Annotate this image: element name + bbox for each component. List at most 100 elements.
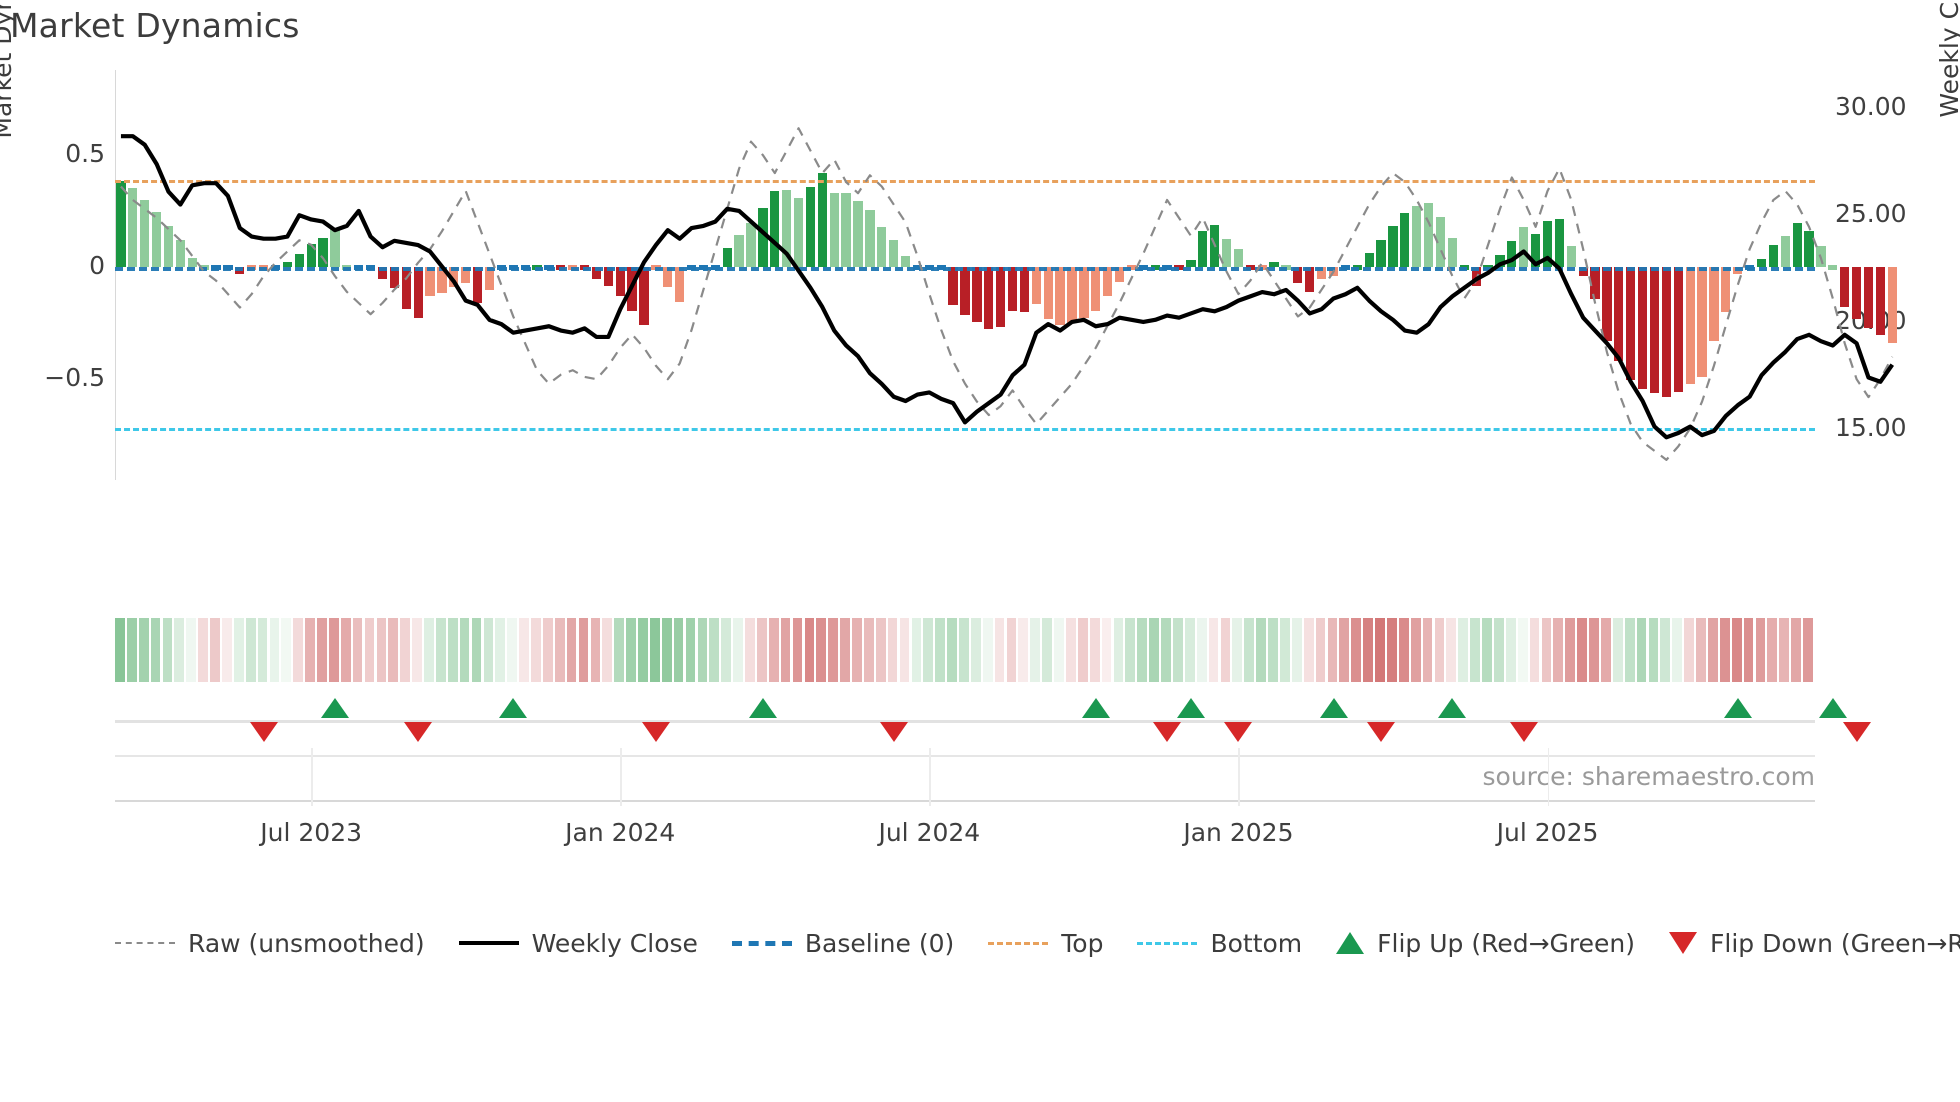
bar-62 [853,201,863,268]
legend-item-6[interactable]: Flip Down (Green→Red) [1669,929,1960,958]
heat-cell-121 [1553,618,1564,682]
bar-91 [1198,231,1208,268]
legend-item-1[interactable]: Weekly Close [458,929,698,958]
top-reference-line [115,179,1815,183]
bar-107 [1388,225,1398,268]
bar-139 [1768,244,1779,268]
heat-cell-48 [685,618,696,682]
heat-cell-0 [115,618,125,682]
heat-cell-107 [1387,618,1397,682]
heat-cell-123 [1577,618,1587,682]
bar-42 [615,267,625,297]
heat-cell-132 [1684,618,1694,682]
bar-121 [1554,218,1565,268]
flip-down-marker-3 [879,722,908,742]
heat-cell-86 [1137,618,1148,682]
bar-51 [722,248,732,268]
legend-item-3[interactable]: Top [988,929,1103,958]
flip-down-marker-4 [1153,722,1182,742]
heat-cell-76 [1018,618,1029,682]
flip-up-marker-5 [1319,698,1348,718]
bar-26 [425,267,435,297]
heat-cell-56 [780,618,791,682]
legend-label-6: Flip Down (Green→Red) [1710,928,1960,958]
heat-cell-75 [1006,618,1017,682]
legend-label-2: Baseline (0) [804,928,955,958]
heat-cell-120 [1541,618,1552,682]
legend-item-0[interactable]: Raw (unsmoothed) [115,929,425,958]
x-tick-label-1: Jan 2024 [565,818,676,847]
heat-cell-47 [673,618,684,682]
heat-cell-20 [352,618,363,682]
dashed-grey-line-icon [115,942,175,944]
bar-60 [829,193,839,268]
y-tick-right-1: 25.00 [1835,199,1907,229]
heat-cell-7 [198,618,208,682]
bar-16 [306,243,316,268]
bar-77 [1031,267,1041,305]
heat-cell-115 [1482,618,1492,682]
flip-down-marker-0 [249,722,278,742]
bar-114 [1471,267,1481,287]
legend-item-4[interactable]: Bottom [1137,929,1302,958]
heat-cell-23 [388,618,399,682]
bar-73 [984,267,994,329]
bar-3 [151,212,162,268]
legend-item-5[interactable]: Flip Up (Red→Green) [1336,929,1635,958]
bar-22 [377,267,388,280]
heat-cell-110 [1422,618,1433,682]
heat-cell-49 [697,618,708,682]
heat-cell-4 [162,618,173,682]
heat-cell-6 [186,618,197,682]
heat-cell-130 [1660,618,1671,682]
raw-unsmoothed-line [120,127,1894,461]
heat-cell-27 [435,618,446,682]
heat-cell-55 [768,618,779,682]
x-tick-label-0: Jul 2023 [260,818,363,847]
heat-cell-43 [626,618,636,682]
source-attribution: source: sharemaestro.com [1482,762,1816,791]
bar-55 [770,190,780,268]
heat-cell-93 [1220,618,1231,682]
bar-40 [591,267,602,280]
bar-117 [1507,241,1517,268]
heat-cell-117 [1505,618,1516,682]
y-tick-left-2: −0.5 [44,363,105,393]
heat-cell-3 [150,618,161,682]
heat-cell-8 [210,618,220,682]
legend-item-2[interactable]: Baseline (0) [731,928,955,958]
bar-0 [116,180,126,268]
bar-112 [1447,238,1458,268]
bottom-reference-line [115,428,1815,432]
heat-cell-126 [1612,618,1623,682]
heat-cell-18 [328,618,339,682]
legend-label-3: Top [1061,928,1104,958]
heat-cell-116 [1494,618,1504,682]
heat-cell-81 [1077,618,1088,682]
heat-cell-32 [495,618,506,682]
heat-cell-15 [293,618,304,682]
x-tick-line-0 [311,748,313,806]
weekly-close-line [120,134,1894,440]
heat-cell-129 [1648,618,1659,682]
heat-cell-89 [1173,618,1183,682]
plot-frame [115,70,1815,480]
bar-84 [1114,267,1125,282]
bar-148 [1875,267,1885,336]
bar-23 [389,267,399,289]
bar-109 [1412,205,1422,268]
heat-cell-97 [1268,618,1278,682]
bar-147 [1863,267,1874,328]
bar-99 [1293,267,1303,283]
dashed-orange-line-icon [988,941,1049,945]
bar-144 [1828,265,1838,271]
bar-57 [793,197,804,268]
heat-cell-42 [614,618,625,682]
heat-cell-66 [899,618,910,682]
heat-cell-34 [519,618,529,682]
bar-80 [1067,267,1077,324]
heat-cell-79 [1054,618,1064,682]
bar-61 [841,193,851,268]
bar-108 [1400,213,1410,268]
x-tick-line-3 [1238,748,1240,806]
